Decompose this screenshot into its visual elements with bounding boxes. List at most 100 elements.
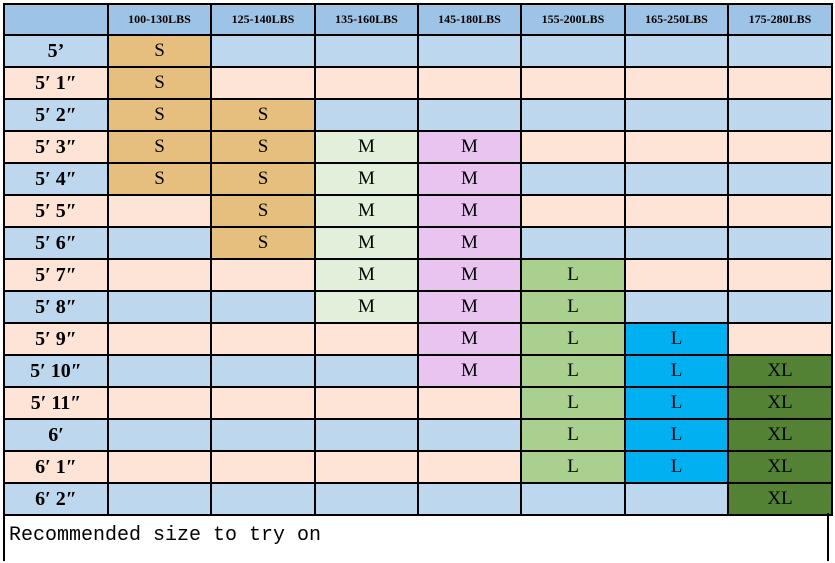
size-cell: L: [520, 258, 626, 292]
empty-cell: [107, 450, 212, 484]
height-label: 6′: [3, 418, 109, 452]
empty-cell: [624, 194, 729, 228]
empty-cell: [210, 354, 316, 388]
column-header: 145-180LBS: [417, 3, 522, 36]
size-cell: L: [520, 418, 626, 452]
height-label: 6′ 1″: [3, 450, 109, 484]
size-cell: M: [314, 290, 419, 324]
size-cell: M: [417, 194, 522, 228]
empty-cell: [210, 482, 316, 516]
size-cell: L: [624, 418, 729, 452]
empty-cell: [314, 354, 419, 388]
height-label: 5′ 2″: [3, 98, 109, 132]
size-cell: XL: [727, 482, 833, 516]
empty-cell: [417, 386, 522, 420]
size-cell: M: [314, 258, 419, 292]
empty-cell: [314, 482, 419, 516]
size-cell: S: [107, 130, 212, 164]
size-cell: XL: [727, 418, 833, 452]
empty-cell: [727, 130, 833, 164]
empty-cell: [107, 290, 212, 324]
column-header: 175-280LBS: [727, 3, 833, 36]
empty-cell: [107, 386, 212, 420]
empty-cell: [727, 66, 833, 100]
empty-cell: [727, 226, 833, 260]
empty-cell: [727, 98, 833, 132]
table-row: 6′ L L XL: [3, 418, 833, 452]
empty-cell: [107, 258, 212, 292]
height-label: 5′ 1″: [3, 66, 109, 100]
empty-cell: [314, 34, 419, 68]
empty-cell: [314, 386, 419, 420]
empty-cell: [417, 98, 522, 132]
height-label: 5′ 5″: [3, 194, 109, 228]
empty-cell: [210, 66, 316, 100]
empty-cell: [727, 34, 833, 68]
empty-cell: [210, 418, 316, 452]
size-cell: S: [210, 194, 316, 228]
empty-cell: [624, 482, 729, 516]
height-label: 5′ 7″: [3, 258, 109, 292]
empty-cell: [520, 34, 626, 68]
size-cell: M: [314, 226, 419, 260]
column-header: 135-160LBS: [314, 3, 419, 36]
height-label: 5′ 9″: [3, 322, 109, 356]
size-cell: M: [314, 194, 419, 228]
empty-cell: [520, 98, 626, 132]
size-cell: L: [520, 322, 626, 356]
size-cell: S: [107, 66, 212, 100]
empty-cell: [520, 162, 626, 196]
empty-cell: [727, 162, 833, 196]
caption: Recommended size to try on: [3, 513, 829, 561]
table-row: 5′ 9″ M L L: [3, 322, 833, 356]
empty-cell: [624, 34, 729, 68]
size-cell: XL: [727, 354, 833, 388]
empty-cell: [417, 66, 522, 100]
table-row: 5′ 2″ S S: [3, 98, 833, 132]
empty-cell: [417, 418, 522, 452]
empty-cell: [624, 66, 729, 100]
empty-cell: [624, 98, 729, 132]
table-row: 5′ 1″ S: [3, 66, 833, 100]
empty-cell: [314, 98, 419, 132]
empty-cell: [417, 482, 522, 516]
size-cell: S: [107, 162, 212, 196]
size-cell: M: [417, 162, 522, 196]
size-cell: S: [107, 34, 212, 68]
empty-cell: [520, 482, 626, 516]
size-cell: L: [624, 322, 729, 356]
table-row: 5′ 10″ M L L XL: [3, 354, 833, 388]
empty-cell: [210, 34, 316, 68]
column-header: 100-130LBS: [107, 3, 212, 36]
size-cell: M: [417, 130, 522, 164]
height-label: 5′ 8″: [3, 290, 109, 324]
size-cell: S: [107, 98, 212, 132]
size-cell: L: [520, 386, 626, 420]
empty-cell: [210, 450, 316, 484]
size-cell: L: [624, 386, 729, 420]
column-header: 165-250LBS: [624, 3, 729, 36]
height-label: 5’: [3, 34, 109, 68]
size-cell: L: [520, 450, 626, 484]
empty-cell: [107, 354, 212, 388]
empty-cell: [727, 258, 833, 292]
empty-cell: [520, 226, 626, 260]
empty-cell: [107, 194, 212, 228]
size-cell: XL: [727, 450, 833, 484]
empty-cell: [624, 130, 729, 164]
size-cell: L: [624, 450, 729, 484]
empty-cell: [314, 322, 419, 356]
column-header: 125-140LBS: [210, 3, 316, 36]
table-row: 5′ 11″ L L XL: [3, 386, 833, 420]
empty-cell: [727, 322, 833, 356]
empty-cell: [107, 482, 212, 516]
empty-cell: [314, 418, 419, 452]
empty-cell: [314, 450, 419, 484]
table-row: 5′ 4″ S S M M: [3, 162, 833, 196]
size-cell: L: [520, 290, 626, 324]
table-row: 5′ 8″ M M L: [3, 290, 833, 324]
size-cell: M: [417, 290, 522, 324]
size-cell: S: [210, 130, 316, 164]
height-label: 5′ 11″: [3, 386, 109, 420]
empty-cell: [727, 290, 833, 324]
